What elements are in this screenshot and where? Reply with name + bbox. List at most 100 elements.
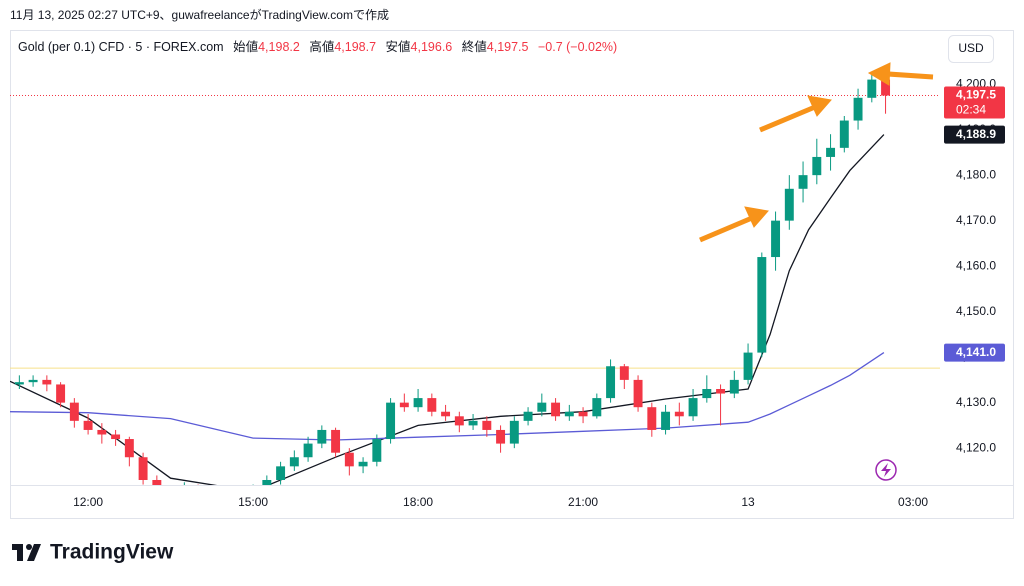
y-tick-label: 4,130.0 xyxy=(956,395,996,409)
candle-body xyxy=(523,411,533,421)
x-tick-label: 13 xyxy=(741,495,755,509)
candle-body xyxy=(386,402,396,440)
y-tick-label: 4,120.0 xyxy=(956,440,996,454)
candle-body xyxy=(509,420,519,444)
currency[interactable]: USD xyxy=(958,41,984,55)
annotations xyxy=(699,62,934,243)
price-label: 4,197.5 xyxy=(956,88,996,102)
candle-body xyxy=(14,382,24,385)
candle-body xyxy=(633,379,643,408)
candle-body xyxy=(743,352,753,380)
candle-body xyxy=(867,79,877,98)
chart-frame xyxy=(10,30,1014,519)
ohlc-key: 高値 xyxy=(309,39,334,54)
candle-body xyxy=(729,379,739,394)
lightning-icon[interactable] xyxy=(875,459,897,481)
candle-body xyxy=(592,398,602,417)
candle-body xyxy=(853,97,863,121)
candle-body xyxy=(331,429,341,453)
symbol: Gold (per 0.1) CFD · 5 · FOREX.com xyxy=(18,40,224,54)
candle-body xyxy=(317,429,327,444)
candle-body xyxy=(69,402,79,421)
ma-line xyxy=(10,134,885,485)
arrow xyxy=(887,71,934,80)
candle-body xyxy=(798,175,808,189)
candle-body xyxy=(578,411,588,417)
candle-body xyxy=(111,434,121,440)
candle-body xyxy=(771,220,781,258)
candle-body xyxy=(427,398,437,412)
candle-body xyxy=(276,466,286,480)
candle-body xyxy=(757,257,767,353)
plot-area xyxy=(10,72,940,485)
price-label: 4,141.0 xyxy=(956,345,996,359)
ohlc-key: 始値 xyxy=(233,39,258,54)
arrow-head xyxy=(744,206,769,228)
candle-body xyxy=(784,188,794,221)
candle-body xyxy=(441,411,451,417)
logo-mark xyxy=(26,544,32,550)
logo: TradingView xyxy=(12,541,174,564)
candle-body xyxy=(606,366,616,399)
arrow-head xyxy=(867,62,891,86)
candle-body xyxy=(702,388,712,399)
candle-body xyxy=(358,461,368,467)
x-tick-label: 12:00 xyxy=(73,495,103,509)
price-label-box xyxy=(944,86,1005,119)
legend: Gold (per 0.1) CFD · 5 · FOREX.com 始値4,1… xyxy=(18,39,617,54)
candle-body xyxy=(647,407,657,430)
price-label-box xyxy=(944,125,1005,144)
candle-body xyxy=(564,411,574,417)
ohlc-value: 4,198.2 xyxy=(258,40,300,54)
y-tick-label: 4,160.0 xyxy=(956,258,996,272)
candle-body xyxy=(688,398,698,417)
logo-text: TradingView xyxy=(50,541,174,564)
change: −0.7 (−0.02%) xyxy=(538,40,617,54)
price-label: 4,188.9 xyxy=(956,127,996,141)
candle-body xyxy=(551,402,561,417)
arrow xyxy=(699,215,753,243)
candle-body xyxy=(97,429,107,435)
candle-body xyxy=(496,429,506,444)
y-tick-label: 4,170.0 xyxy=(956,213,996,227)
x-tick-label: 21:00 xyxy=(568,495,598,509)
candle-body xyxy=(138,457,148,480)
candle-body xyxy=(28,379,38,383)
logo-mark xyxy=(27,544,41,561)
candle-body xyxy=(56,384,66,403)
candle-body xyxy=(303,443,313,458)
y-tick-label: 4,180.0 xyxy=(956,167,996,181)
arrow-head xyxy=(807,95,832,117)
ohlc-key: 安値 xyxy=(386,39,411,54)
candle-body xyxy=(399,402,409,408)
candle-body xyxy=(124,439,134,458)
candle-body xyxy=(152,479,162,485)
candle-body xyxy=(468,420,478,426)
ohlc-value: 4,197.5 xyxy=(487,40,529,54)
x-tick-label: 18:00 xyxy=(403,495,433,509)
candle-body xyxy=(537,402,547,412)
candle-body xyxy=(413,398,423,408)
axes: 4,120.04,130.04,140.04,150.04,160.04,170… xyxy=(73,76,1005,509)
x-tick-label: 03:00 xyxy=(898,495,928,509)
created-note: 11月 13, 2025 02:27 UTC+9、guwafreelanceがT… xyxy=(10,7,389,22)
currency-button[interactable] xyxy=(948,35,994,63)
candle-body xyxy=(839,120,849,148)
lightning-bolt[interactable] xyxy=(881,463,891,477)
ohlc-value: 4,198.7 xyxy=(334,40,376,54)
candle-body xyxy=(83,420,93,430)
candle-body xyxy=(674,411,684,417)
countdown: 02:34 xyxy=(956,103,986,117)
price-label-box xyxy=(944,343,1005,362)
ohlc-key: 終値 xyxy=(462,39,487,54)
candle-body xyxy=(42,379,52,385)
candle-body xyxy=(826,147,836,157)
candle-body xyxy=(482,420,492,430)
candle-body xyxy=(344,452,354,467)
candle-body xyxy=(619,366,629,380)
candle-body xyxy=(262,479,272,485)
logo-mark xyxy=(17,544,23,561)
ma-line xyxy=(10,352,885,441)
